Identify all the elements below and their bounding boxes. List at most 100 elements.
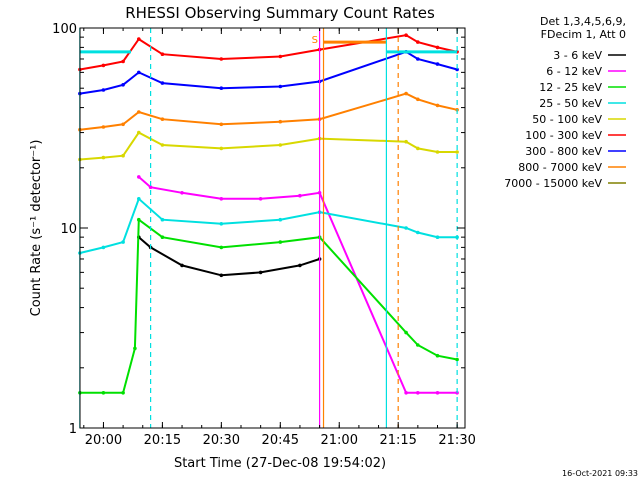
- series-100-300-kev-point: [278, 54, 283, 59]
- series-800-7000-kev-point: [219, 122, 224, 127]
- legend-label: 7000 - 15000 keV: [504, 177, 602, 190]
- series-3-6-kev-point: [219, 273, 224, 278]
- legend-header: Det 1,3,4,5,6,9,: [540, 15, 626, 28]
- series-25-50-kev-point: [101, 245, 106, 250]
- timestamp: 16-Oct-2021 09:33: [562, 469, 638, 478]
- series-100-300-kev-point: [219, 57, 224, 61]
- series-100-300-kev-line: [79, 34, 458, 71]
- series-800-7000-kev-point: [278, 119, 283, 124]
- series-12-25-kev-point: [133, 346, 137, 351]
- legend-entry-300-800-kev: 300 - 800 keV: [525, 145, 626, 158]
- series-100-300-kev-point: [160, 52, 165, 56]
- series-6-12-kev-point: [180, 191, 184, 195]
- x-axis-label: Start Time (27-Dec-08 19:54:02): [174, 456, 386, 471]
- series-3-6-kev-point: [180, 263, 184, 268]
- series-300-800-kev-point: [455, 67, 459, 72]
- series-6-12-kev: [137, 175, 459, 395]
- series-6-12-kev-point: [416, 391, 420, 395]
- series-12-25-kev-point: [435, 353, 440, 358]
- series-25-50-kev-point: [416, 230, 420, 235]
- series-12-25-kev-point: [160, 235, 165, 239]
- y-axis-label: Count Rate (s⁻¹ detector⁻¹): [29, 140, 44, 317]
- legend-entry-25-50-kev: 25 - 50 keV: [539, 97, 626, 110]
- series-6-12-kev-point: [298, 193, 302, 198]
- x-tick-label: 20:45: [262, 433, 299, 448]
- series-50-100-kev-point: [455, 150, 459, 154]
- legend-label: 300 - 800 keV: [525, 145, 602, 158]
- series-50-100-kev-point: [121, 153, 125, 158]
- series-50-100-kev-point: [278, 143, 283, 147]
- y-tick-label: 100: [52, 22, 77, 37]
- series-25-50-kev-point: [137, 197, 141, 201]
- series-25-50-kev-point: [435, 235, 440, 239]
- chart-title: RHESSI Observing Summary Count Rates: [125, 4, 435, 22]
- series-300-800-kev-point: [435, 62, 440, 66]
- series-800-7000-kev-point: [404, 91, 408, 96]
- series-300-800-kev-point: [137, 70, 141, 75]
- legend-entry-50-100-kev: 50 - 100 keV: [532, 113, 626, 126]
- series-12-25-kev-point: [404, 330, 408, 335]
- legend-label: 100 - 300 keV: [525, 129, 602, 142]
- series-50-100-kev-point: [404, 139, 408, 144]
- series-25-50-kev: [78, 197, 459, 255]
- series-100-300-kev-point: [137, 37, 141, 41]
- y-tick-label: 1: [69, 422, 77, 437]
- x-tick-label: 20:00: [85, 433, 122, 448]
- x-tick-label: 21:30: [438, 433, 475, 448]
- series-6-12-kev-point: [148, 185, 153, 189]
- series-25-50-kev-point: [160, 217, 165, 222]
- series-300-800-kev: [78, 50, 459, 96]
- legend-entry-7000-15000-kev: 7000 - 15000 keV: [504, 177, 626, 190]
- series-3-6-kev-line: [138, 236, 320, 277]
- series-100-300-kev-point: [121, 59, 125, 64]
- series-25-50-kev-point: [219, 222, 224, 226]
- series-25-50-kev-line: [79, 197, 458, 254]
- series-50-100-kev: [78, 130, 459, 162]
- series-6-12-kev-point: [404, 391, 408, 395]
- series-50-100-kev-point: [137, 130, 141, 135]
- series-300-800-kev-point: [278, 84, 283, 89]
- legend-entry-6-12-kev: 6 - 12 keV: [546, 65, 626, 78]
- x-tick-label: 20:15: [144, 433, 181, 448]
- series-25-50-kev-point: [404, 226, 408, 230]
- legend-entry-800-7000-kev: 800 - 7000 keV: [518, 161, 626, 174]
- series-100-300-kev-point: [435, 45, 440, 50]
- series-100-300-kev-point: [101, 63, 106, 68]
- series-800-7000-kev-line: [79, 92, 458, 131]
- series-100-300-kev-point: [404, 33, 408, 37]
- series-50-100-kev-point: [416, 146, 420, 151]
- series-6-12-kev-point: [258, 197, 263, 201]
- series-3-6-kev: [137, 235, 322, 278]
- axis-layer: 20:00 20:15 20:30 20:45 21:00 21:15 21:30 1 10 10…: [52, 22, 476, 448]
- legend-label: 12 - 25 keV: [539, 81, 602, 94]
- y-tick-label: 10: [60, 222, 77, 237]
- series-12-25-kev-point: [101, 391, 106, 395]
- series-12-25-kev-point: [219, 245, 224, 250]
- legend-label: 25 - 50 keV: [539, 97, 602, 110]
- x-tick-label: 21:00: [321, 433, 358, 448]
- series-25-50-kev-point: [121, 240, 125, 244]
- series-800-7000-kev-point: [101, 125, 106, 129]
- series-50-100-kev-point: [160, 143, 165, 147]
- legend-entry-100-300-kev: 100 - 300 keV: [525, 129, 626, 142]
- series-3-6-kev-point: [298, 263, 302, 268]
- series-50-100-kev-line: [79, 131, 458, 161]
- series-800-7000-kev-point: [121, 122, 125, 127]
- series-6-12-kev-point: [137, 175, 141, 179]
- legend-header: FDecim 1, Att 0: [541, 28, 626, 41]
- legend-entry-12-25-kev: 12 - 25 keV: [539, 81, 626, 94]
- series-12-25-kev: [78, 217, 459, 395]
- series-12-25-kev-point: [455, 357, 459, 362]
- legend-label: 3 - 6 keV: [553, 49, 602, 62]
- series-300-800-kev-line: [79, 50, 458, 95]
- series-layer: [78, 33, 459, 395]
- series-25-50-kev-point: [278, 217, 283, 222]
- series-6-12-kev-point: [435, 391, 440, 395]
- series-800-7000-kev-point: [435, 103, 440, 108]
- series-800-7000-kev-point: [137, 110, 141, 114]
- series-100-300-kev-point: [416, 40, 420, 44]
- series-6-12-kev-line: [138, 176, 458, 394]
- series-12-25-kev-point: [416, 343, 420, 347]
- series-3-6-kev-point: [258, 270, 263, 275]
